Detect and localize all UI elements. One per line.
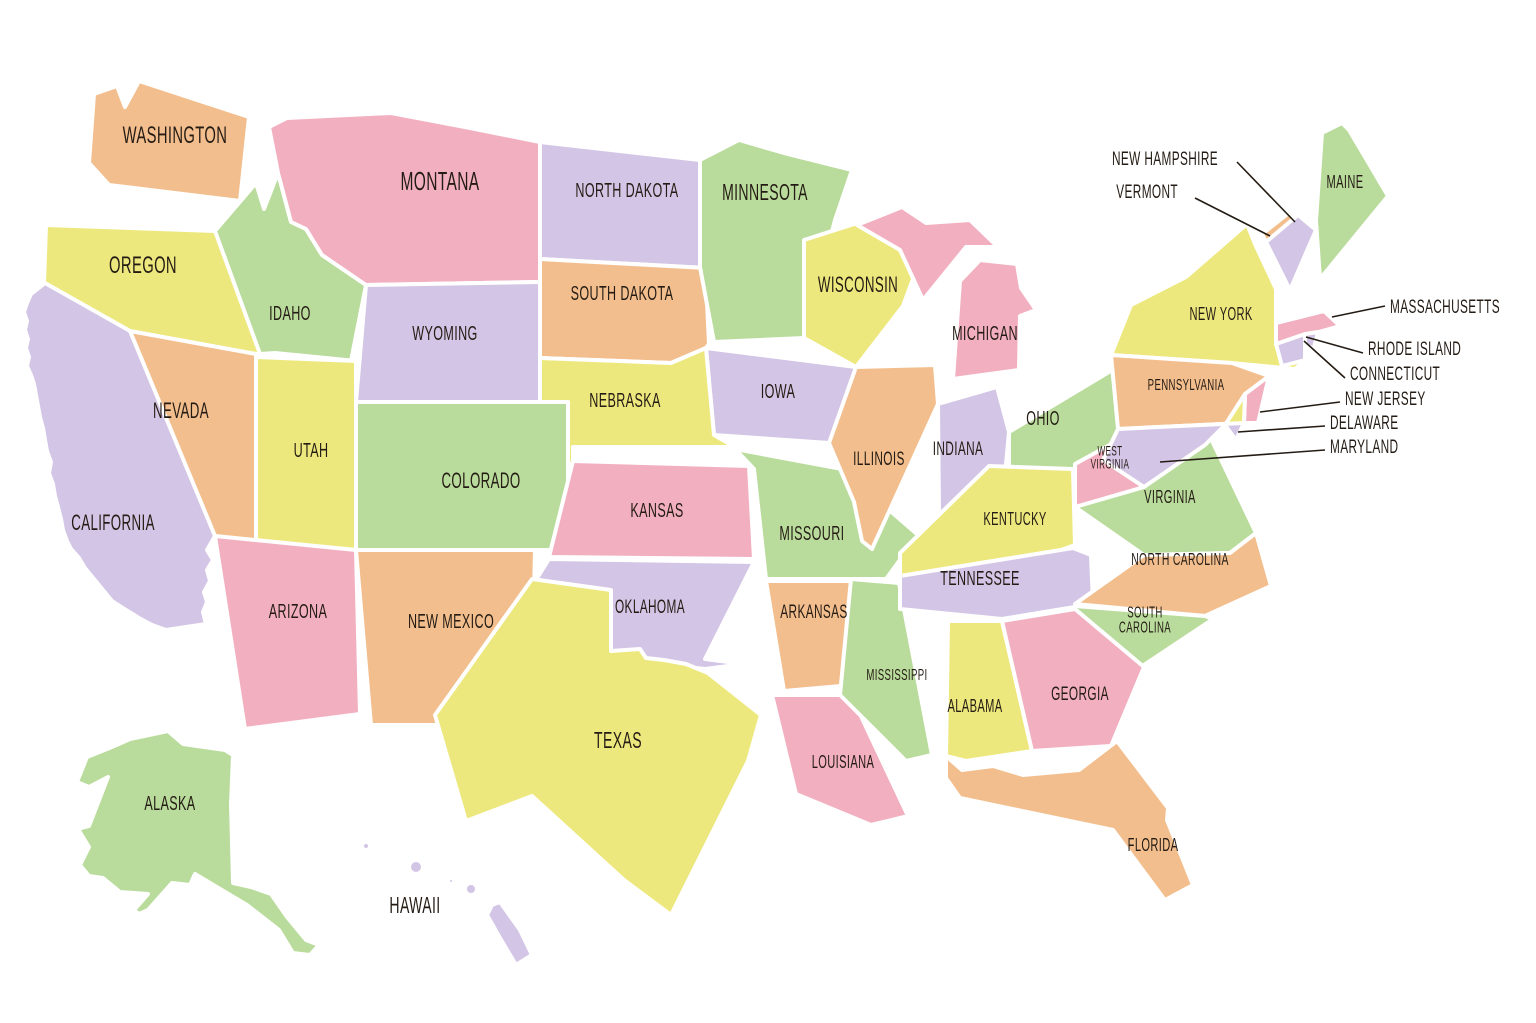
svg-text:NEW HAMPSHIRE: NEW HAMPSHIRE <box>1112 148 1218 170</box>
svg-text:COLORADO: COLORADO <box>441 469 520 493</box>
svg-text:TEXAS: TEXAS <box>594 729 642 754</box>
svg-text:WYOMING: WYOMING <box>412 321 477 345</box>
svg-text:CONNECTICUT: CONNECTICUT <box>1350 363 1440 385</box>
svg-text:MASSACHUSETTS: MASSACHUSETTS <box>1390 296 1500 318</box>
svg-text:MISSOURI: MISSOURI <box>779 521 844 545</box>
svg-text:UTAH: UTAH <box>294 438 329 462</box>
svg-text:CALIFORNIA: CALIFORNIA <box>71 511 155 535</box>
svg-text:OKLAHOMA: OKLAHOMA <box>615 596 685 618</box>
svg-text:CAROLINA: CAROLINA <box>1119 618 1171 636</box>
svg-text:VERMONT: VERMONT <box>1116 181 1178 203</box>
svg-text:RHODE ISLAND: RHODE ISLAND <box>1368 338 1461 360</box>
svg-text:MISSISSIPPI: MISSISSIPPI <box>866 665 927 683</box>
svg-text:PENNSYLVANIA: PENNSYLVANIA <box>1148 375 1225 393</box>
svg-text:NORTH CAROLINA: NORTH CAROLINA <box>1131 549 1229 568</box>
svg-text:NEBRASKA: NEBRASKA <box>589 388 660 412</box>
svg-text:DELAWARE: DELAWARE <box>1330 412 1398 434</box>
svg-text:WASHINGTON: WASHINGTON <box>123 122 228 149</box>
svg-text:HAWAII: HAWAII <box>389 894 440 919</box>
svg-text:OREGON: OREGON <box>109 252 177 279</box>
svg-text:MINNESOTA: MINNESOTA <box>722 181 808 206</box>
svg-text:MARYLAND: MARYLAND <box>1330 436 1398 458</box>
svg-text:NORTH DAKOTA: NORTH DAKOTA <box>575 178 678 202</box>
svg-text:ALASKA: ALASKA <box>144 791 195 815</box>
svg-text:ALABAMA: ALABAMA <box>948 696 1003 717</box>
svg-text:NEW MEXICO: NEW MEXICO <box>408 609 494 633</box>
svg-text:KANSAS: KANSAS <box>630 498 683 522</box>
svg-text:VIRGINIA: VIRGINIA <box>1091 458 1130 473</box>
svg-text:OHIO: OHIO <box>1026 406 1060 430</box>
svg-text:VIRGINIA: VIRGINIA <box>1144 487 1196 508</box>
svg-text:WISCONSIN: WISCONSIN <box>818 273 898 297</box>
svg-text:MONTANA: MONTANA <box>400 168 479 196</box>
svg-text:NEW JERSEY: NEW JERSEY <box>1345 388 1426 410</box>
svg-text:ARKANSAS: ARKANSAS <box>780 601 847 623</box>
svg-text:IOWA: IOWA <box>761 379 796 403</box>
svg-text:ARIZONA: ARIZONA <box>269 599 328 623</box>
svg-text:LOUISIANA: LOUISIANA <box>812 752 875 773</box>
svg-text:INDIANA: INDIANA <box>933 438 984 460</box>
svg-text:MICHIGAN: MICHIGAN <box>952 321 1018 345</box>
svg-text:MAINE: MAINE <box>1327 172 1364 193</box>
svg-text:TENNESSEE: TENNESSEE <box>940 566 1019 590</box>
svg-text:NEVADA: NEVADA <box>153 399 209 423</box>
svg-text:SOUTH DAKOTA: SOUTH DAKOTA <box>571 281 674 305</box>
svg-text:GEORGIA: GEORGIA <box>1051 683 1109 705</box>
svg-text:IDAHO: IDAHO <box>269 301 311 325</box>
svg-text:ILLINOIS: ILLINOIS <box>853 448 905 470</box>
svg-text:KENTUCKY: KENTUCKY <box>983 509 1046 530</box>
svg-text:NEW YORK: NEW YORK <box>1189 304 1252 325</box>
svg-text:FLORIDA: FLORIDA <box>1128 835 1179 856</box>
